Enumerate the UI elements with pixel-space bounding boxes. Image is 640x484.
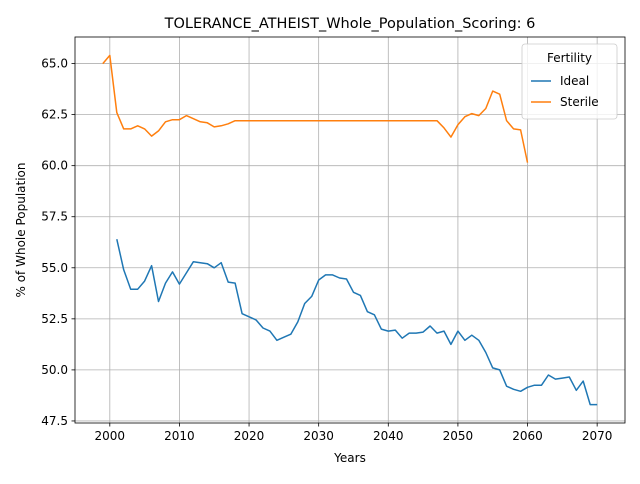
x-tick-label: 2060 bbox=[512, 429, 543, 443]
legend-entries: Ideal Sterile bbox=[531, 74, 599, 109]
x-tick-label: 2040 bbox=[373, 429, 404, 443]
x-tick-label: 2070 bbox=[582, 429, 613, 443]
series-layer bbox=[102, 54, 598, 406]
y-tick-label: 52.5 bbox=[41, 312, 68, 326]
y-tick-label: 65.0 bbox=[41, 57, 68, 71]
x-tick-label: 2050 bbox=[443, 429, 474, 443]
legend-label-ideal: Ideal bbox=[560, 74, 589, 88]
x-tick-label: 2010 bbox=[164, 429, 195, 443]
legend-title: Fertility bbox=[547, 51, 592, 65]
legend-label-sterile: Sterile bbox=[560, 95, 599, 109]
legend: Fertility Ideal Sterile bbox=[521, 43, 618, 120]
y-tick-label: 47.5 bbox=[41, 414, 68, 428]
grid bbox=[75, 37, 625, 423]
x-axis-label: Years bbox=[333, 451, 366, 465]
chart-title: TOLERANCE_ATHEIST_Whole_Population_Scori… bbox=[164, 16, 536, 32]
y-tick-label: 50.0 bbox=[41, 363, 68, 377]
y-tick-label: 62.5 bbox=[41, 108, 68, 122]
y-axis-label: % of Whole Population bbox=[14, 163, 28, 298]
plot-frame bbox=[74, 36, 626, 424]
x-tick-label: 2030 bbox=[303, 429, 334, 443]
y-tick-label: 57.5 bbox=[41, 210, 68, 224]
ticks: 2000 2010 2020 2030 2040 2050 2060 2070 47.5 50.0… bbox=[41, 57, 612, 443]
y-tick-label: 60.0 bbox=[41, 159, 68, 173]
series-line-ideal bbox=[116, 239, 598, 406]
x-tick-label: 2020 bbox=[234, 429, 265, 443]
legend-box bbox=[521, 43, 618, 120]
x-tick-label: 2000 bbox=[95, 429, 126, 443]
y-tick-label: 55.0 bbox=[41, 261, 68, 275]
series-line-sterile bbox=[102, 54, 529, 163]
